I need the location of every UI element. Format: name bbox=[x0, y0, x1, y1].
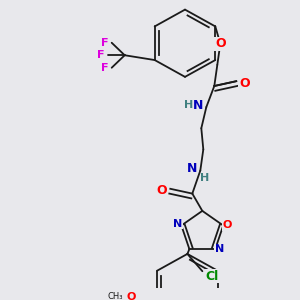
Text: N: N bbox=[214, 244, 224, 254]
Text: N: N bbox=[187, 162, 197, 175]
Text: O: O bbox=[215, 37, 226, 50]
Text: N: N bbox=[193, 99, 203, 112]
Text: F: F bbox=[101, 63, 108, 73]
Text: H: H bbox=[200, 173, 209, 183]
Text: F: F bbox=[97, 50, 104, 60]
Text: F: F bbox=[101, 38, 108, 48]
Text: Cl: Cl bbox=[206, 269, 219, 283]
Text: CH₃: CH₃ bbox=[107, 292, 123, 300]
Text: H: H bbox=[184, 100, 193, 110]
Text: O: O bbox=[239, 76, 250, 90]
Text: N: N bbox=[173, 219, 182, 229]
Text: O: O bbox=[223, 220, 232, 230]
Text: O: O bbox=[156, 184, 166, 197]
Text: O: O bbox=[126, 292, 136, 300]
